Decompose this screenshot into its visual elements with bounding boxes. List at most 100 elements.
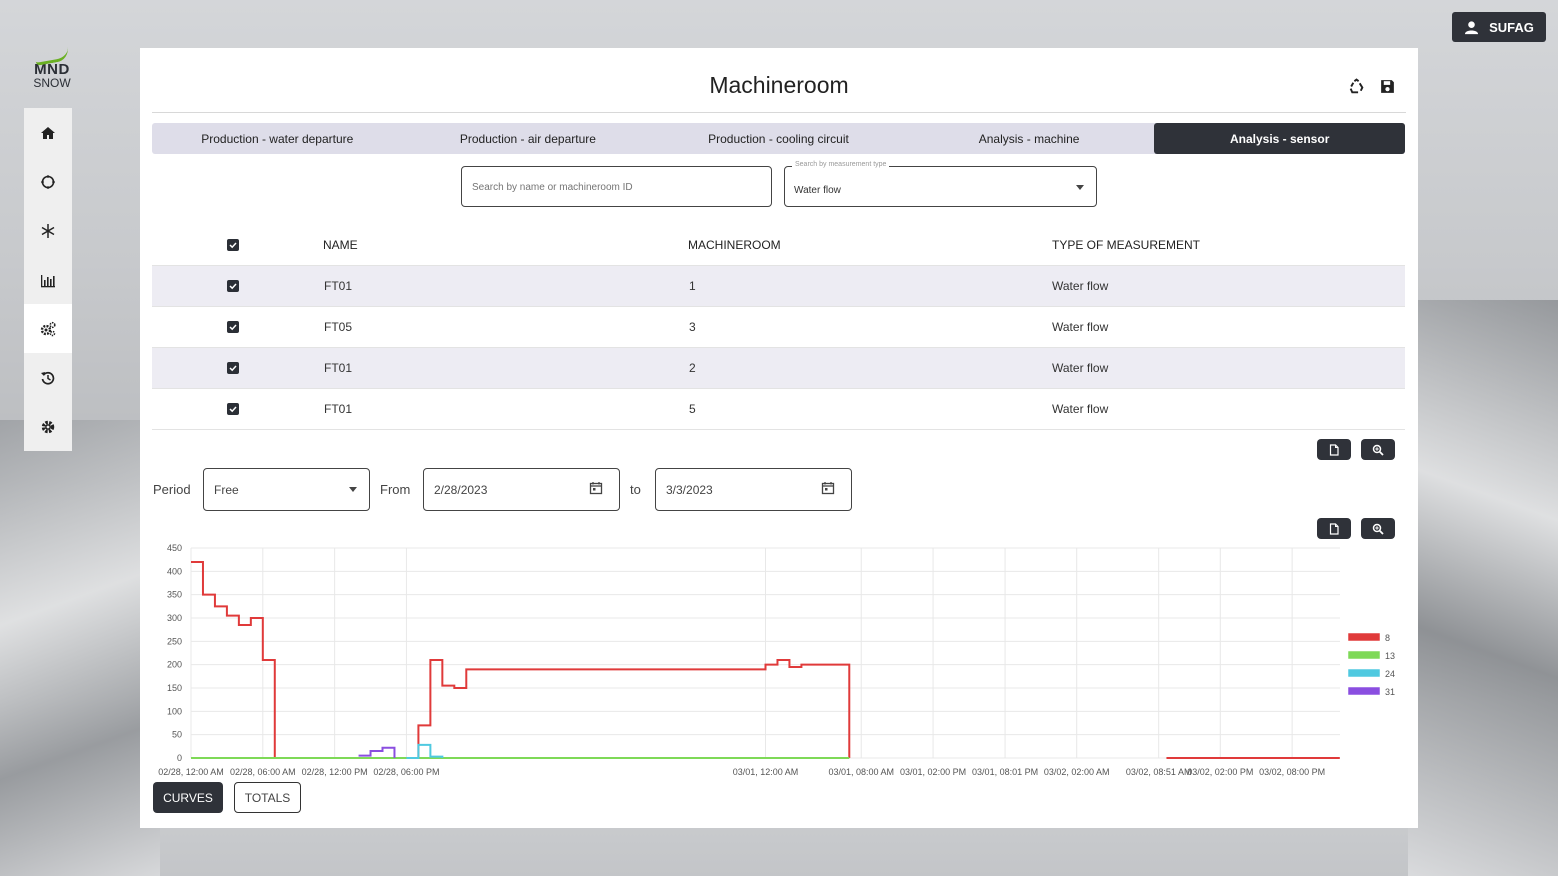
snowflake-icon bbox=[41, 223, 55, 238]
header-machineroom[interactable]: MACHINEROOM bbox=[688, 237, 781, 252]
legend-swatch-13 bbox=[1347, 650, 1381, 660]
y-tick-label: 0 bbox=[177, 753, 182, 763]
check-icon bbox=[229, 324, 237, 331]
legend-swatch-31 bbox=[1347, 686, 1381, 696]
x-tick-label: 02/28, 06:00 AM bbox=[230, 767, 296, 777]
sidebar-item-history[interactable] bbox=[24, 353, 72, 402]
tab-analysis-machine[interactable]: Analysis - machine bbox=[978, 131, 1080, 146]
legend-label-31: 31 bbox=[1385, 687, 1395, 697]
header-actions bbox=[1348, 78, 1396, 95]
measurement-select-label: Search by measurement type bbox=[792, 161, 890, 168]
cell-type: Water flow bbox=[1052, 320, 1109, 334]
row-checkbox[interactable] bbox=[227, 280, 239, 292]
header-type[interactable]: TYPE OF MEASUREMENT bbox=[1052, 237, 1201, 252]
y-tick-label: 450 bbox=[167, 543, 182, 553]
tab-production-water[interactable]: Production - water departure bbox=[201, 131, 354, 146]
title-divider bbox=[152, 112, 1406, 113]
from-date-field[interactable]: 2/28/2023 bbox=[423, 468, 620, 511]
tab-production-air[interactable]: Production - air departure bbox=[459, 131, 596, 146]
logo-text-top: MND bbox=[34, 61, 70, 78]
y-tick-label: 100 bbox=[167, 706, 182, 716]
period-value: Free bbox=[214, 483, 239, 497]
table-row[interactable]: FT01 2 Water flow bbox=[152, 348, 1405, 389]
x-tick-label: 02/28, 12:00 PM bbox=[302, 767, 368, 777]
chart-zoom-button[interactable] bbox=[1361, 518, 1395, 539]
row-checkbox[interactable] bbox=[227, 362, 239, 374]
x-tick-label: 03/02, 08:00 PM bbox=[1259, 767, 1325, 777]
cell-machineroom: 1 bbox=[689, 279, 696, 293]
y-tick-label: 250 bbox=[167, 636, 182, 646]
totals-button[interactable]: TOTALS bbox=[234, 782, 301, 813]
cell-name: FT01 bbox=[324, 402, 353, 416]
table-row[interactable]: FT01 1 Water flow bbox=[152, 266, 1405, 307]
file-icon bbox=[1329, 443, 1339, 456]
user-menu-button[interactable]: SUFAG bbox=[1452, 12, 1546, 42]
to-date-field[interactable]: 3/3/2023 bbox=[655, 468, 852, 511]
main-panel: Machineroom Production - water departure… bbox=[140, 48, 1418, 828]
zoom-icon bbox=[1372, 444, 1384, 456]
search-input[interactable] bbox=[462, 167, 764, 207]
chevron-down-icon bbox=[349, 487, 357, 492]
history-icon bbox=[41, 371, 55, 385]
sensor-table: NAME MACHINEROOM TYPE OF MEASUREMENT FT0… bbox=[152, 224, 1405, 430]
file-icon bbox=[1329, 522, 1339, 535]
sidebar-item-machineroom[interactable] bbox=[24, 304, 72, 353]
tab-production-cooling[interactable]: Production - cooling circuit bbox=[708, 131, 849, 146]
row-checkbox[interactable] bbox=[227, 321, 239, 333]
background-mountain-left bbox=[0, 420, 160, 876]
zoom-icon bbox=[1372, 523, 1384, 535]
recycle-icon[interactable] bbox=[1348, 78, 1365, 95]
sidebar-item-circle[interactable] bbox=[24, 157, 72, 206]
cell-name: FT01 bbox=[324, 361, 353, 375]
cell-name: FT01 bbox=[324, 279, 353, 293]
header-name[interactable]: NAME bbox=[323, 237, 358, 252]
zoom-button[interactable] bbox=[1361, 439, 1395, 460]
brand-logo: MND SNOW bbox=[30, 47, 74, 96]
table-row[interactable]: FT05 3 Water flow bbox=[152, 307, 1405, 348]
cell-type: Water flow bbox=[1052, 402, 1109, 416]
x-tick-label: 03/02, 08:51 AM bbox=[1126, 767, 1192, 777]
cell-machineroom: 3 bbox=[689, 320, 696, 334]
from-date-value: 2/28/2023 bbox=[434, 483, 488, 497]
row-checkbox[interactable] bbox=[227, 403, 239, 415]
table-row[interactable]: FT01 5 Water flow bbox=[152, 389, 1405, 430]
cell-type: Water flow bbox=[1052, 279, 1109, 293]
calendar-icon[interactable] bbox=[821, 481, 835, 495]
legend-swatch-8 bbox=[1347, 632, 1381, 642]
sidebar-item-statistics[interactable] bbox=[24, 255, 72, 304]
user-icon bbox=[1465, 20, 1479, 34]
chart-export-file-button[interactable] bbox=[1317, 518, 1351, 539]
x-tick-label: 03/01, 08:00 AM bbox=[828, 767, 894, 777]
gears-icon bbox=[40, 321, 56, 336]
y-tick-label: 350 bbox=[167, 590, 182, 600]
period-label: Period bbox=[153, 482, 191, 497]
user-name: SUFAG bbox=[1489, 19, 1534, 35]
to-label: to bbox=[630, 482, 641, 497]
period-select[interactable]: Free bbox=[203, 468, 370, 511]
select-all-checkbox[interactable] bbox=[227, 238, 239, 251]
sidebar-item-snow[interactable] bbox=[24, 206, 72, 255]
x-tick-label: 02/28, 12:00 AM bbox=[158, 767, 224, 777]
search-field bbox=[461, 166, 772, 207]
legend-label-24: 24 bbox=[1385, 669, 1395, 679]
curves-button[interactable]: CURVES bbox=[153, 782, 223, 813]
check-icon bbox=[229, 241, 237, 248]
check-icon bbox=[229, 406, 237, 413]
calendar-icon[interactable] bbox=[589, 481, 603, 495]
export-file-button[interactable] bbox=[1317, 439, 1351, 460]
measurement-type-select[interactable]: Search by measurement type Water flow bbox=[784, 161, 1097, 207]
background-mountain-right bbox=[1408, 300, 1558, 876]
table-header: NAME MACHINEROOM TYPE OF MEASUREMENT bbox=[152, 224, 1405, 266]
legend-label-13: 13 bbox=[1385, 651, 1395, 661]
sidebar-item-home[interactable] bbox=[24, 108, 72, 157]
y-tick-label: 150 bbox=[167, 683, 182, 693]
page-title: Machineroom bbox=[709, 72, 849, 98]
cell-machineroom: 2 bbox=[689, 361, 696, 375]
y-tick-label: 200 bbox=[167, 660, 182, 670]
sidebar-item-settings[interactable] bbox=[24, 402, 72, 451]
tab-analysis-sensor[interactable]: Analysis - sensor bbox=[1154, 123, 1405, 154]
x-tick-label: 03/01, 08:01 PM bbox=[972, 767, 1038, 777]
cell-name: FT05 bbox=[324, 320, 353, 334]
save-icon[interactable] bbox=[1379, 78, 1396, 95]
y-tick-label: 300 bbox=[167, 613, 182, 623]
